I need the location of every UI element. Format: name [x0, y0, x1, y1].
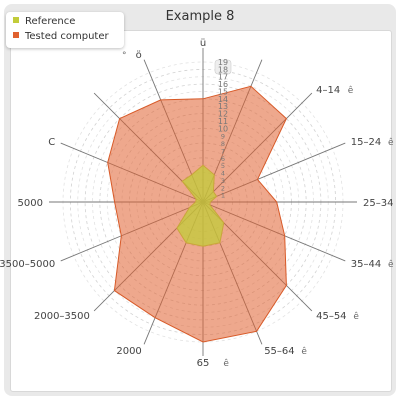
axis-marker: ê	[223, 358, 229, 369]
radial-tick-label: 10	[218, 124, 228, 133]
axis-label: 2000	[116, 346, 141, 357]
radial-tick-label: 5	[221, 162, 225, 170]
axis-marker: ê	[388, 137, 394, 148]
axis-label: 3500–5000	[0, 259, 55, 270]
axis-marker: °	[122, 51, 127, 61]
axis-label: 55–64	[264, 346, 294, 357]
axis-label: 25–34	[363, 198, 393, 209]
axis-label: 2000–3500	[34, 311, 90, 322]
radial-tick-highlight	[214, 59, 232, 75]
radial-tick-label: 12	[218, 110, 228, 119]
axis-label: ö	[136, 50, 142, 61]
radial-tick-label: 6	[221, 155, 225, 163]
radial-tick-label: 4	[221, 170, 225, 178]
legend-item-reference[interactable]: Reference	[13, 16, 75, 28]
axis-label: ü	[200, 38, 206, 49]
radial-tick-label: 17	[218, 73, 228, 82]
legend-swatch-tested-computer	[13, 32, 19, 38]
radial-tick-label: 16	[218, 80, 228, 89]
radial-tick-label: 8	[221, 140, 225, 148]
axis-label: 65	[197, 358, 210, 369]
legend-item-tested-computer[interactable]: Tested computer	[13, 31, 109, 43]
axis-marker: ê	[388, 259, 394, 270]
axis-label: 4–14	[316, 85, 340, 96]
radial-tick-label: 13	[218, 102, 228, 111]
radial-tick-label: 9	[221, 133, 225, 141]
radial-tick-label: 2	[221, 184, 225, 192]
radial-tick-label: 1	[221, 192, 225, 200]
axis-label: C	[48, 137, 55, 148]
legend-label-tested-computer: Tested computer	[25, 31, 109, 42]
axis-marker: ê	[348, 85, 354, 96]
radial-tick-label: 3	[221, 177, 225, 185]
radial-tick-label: 18	[218, 65, 228, 74]
legend-label-reference: Reference	[25, 16, 76, 27]
radial-tick-label: 14	[218, 95, 228, 104]
axis-marker: ê	[301, 346, 307, 357]
chart-title: Example 8	[165, 9, 235, 24]
legend: Reference Tested computer	[6, 12, 124, 48]
radial-tick-label: 15	[218, 87, 228, 96]
axis-label: 35–44	[351, 259, 381, 270]
legend-swatch-reference	[13, 17, 19, 23]
axis-label: 5000	[18, 198, 43, 209]
radial-tick-label: 7	[221, 147, 225, 155]
axis-label: 45–54	[316, 311, 346, 322]
axis-label: 15–24	[351, 137, 381, 148]
radial-tick-label: 19	[218, 58, 228, 67]
axis-marker: ê	[353, 311, 359, 322]
radial-tick-label: 11	[218, 117, 228, 126]
